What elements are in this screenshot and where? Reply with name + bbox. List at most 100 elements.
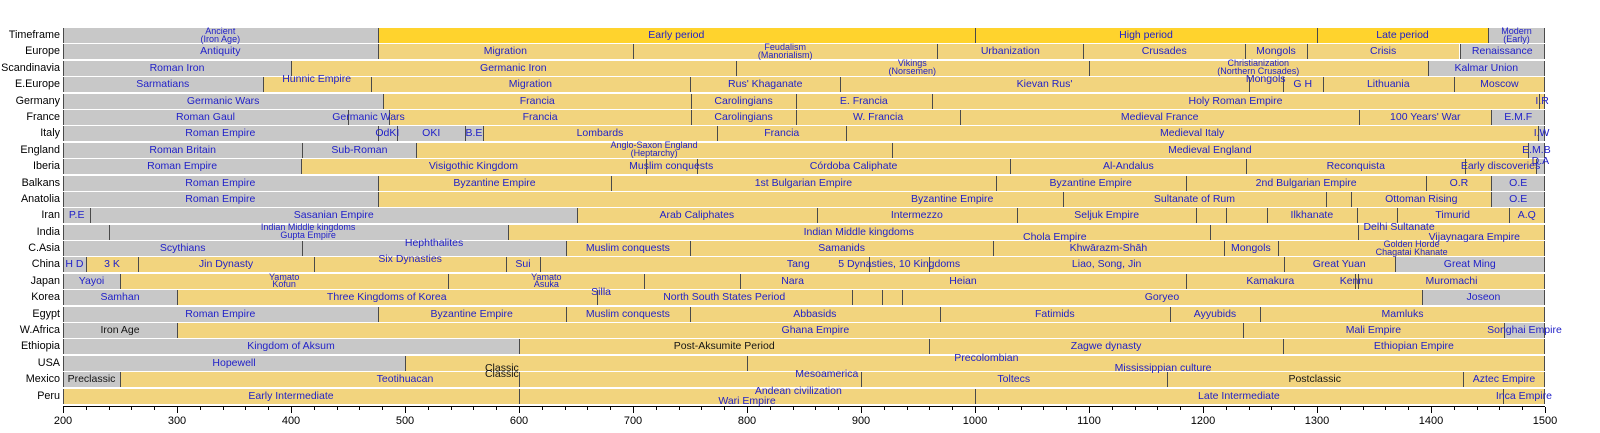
era-segment[interactable]: [1427, 60, 1545, 76]
era-segment[interactable]: [63, 175, 378, 191]
era-segment[interactable]: [63, 28, 378, 43]
era-segment[interactable]: [1282, 339, 1545, 355]
era-segment[interactable]: [85, 257, 139, 273]
era-label[interactable]: Roman Gaul: [176, 110, 235, 123]
era-label[interactable]: OKI: [422, 127, 441, 140]
era-label[interactable]: Toltecs: [997, 373, 1031, 386]
era-segment[interactable]: [1317, 28, 1488, 43]
era-segment[interactable]: [377, 191, 1063, 207]
era-label[interactable]: Zagwe dynasty: [1070, 340, 1142, 353]
era-label[interactable]: Ancient (Iron Age): [200, 26, 241, 44]
era-label[interactable]: Hopewell: [212, 356, 256, 369]
era-segment[interactable]: [995, 175, 1186, 191]
era-segment[interactable]: [1246, 159, 1466, 175]
era-segment[interactable]: [448, 273, 645, 289]
era-segment[interactable]: [1283, 257, 1395, 273]
era-segment[interactable]: [1260, 306, 1545, 322]
era-label[interactable]: Byzantine Empire: [430, 307, 513, 320]
era-label[interactable]: Goryeo: [1144, 291, 1180, 304]
era-segment[interactable]: [846, 126, 1539, 142]
era-segment[interactable]: [840, 77, 1249, 93]
era-label[interactable]: Roman Empire: [185, 307, 256, 320]
era-label[interactable]: Muslim conquests: [629, 160, 714, 173]
era-label[interactable]: Songhai Empire: [1487, 324, 1562, 337]
era-segment[interactable]: [1394, 257, 1545, 273]
era-segment[interactable]: [1527, 142, 1545, 158]
era-segment[interactable]: [931, 93, 1540, 109]
era-segment[interactable]: [177, 290, 597, 306]
era-label[interactable]: Great Ming: [1443, 258, 1496, 271]
era-segment[interactable]: [108, 224, 508, 240]
era-segment[interactable]: [691, 109, 796, 125]
era-segment[interactable]: [465, 126, 483, 142]
era-label[interactable]: Moscow: [1480, 78, 1519, 91]
era-segment[interactable]: [975, 28, 1317, 43]
era-segment[interactable]: [993, 241, 1224, 257]
era-segment[interactable]: [1196, 208, 1226, 224]
era-label[interactable]: Migration: [508, 78, 552, 91]
era-label[interactable]: Christianization (Northern Crusades): [1217, 58, 1299, 76]
era-label[interactable]: 5 Dynasties, 10 Kingdoms: [838, 258, 961, 271]
era-label-line1[interactable]: Christianization: [1227, 58, 1290, 69]
era-label[interactable]: Six Dynasties: [378, 253, 442, 266]
era-label[interactable]: Hunnic Empire: [282, 73, 352, 86]
era-segment[interactable]: [120, 372, 519, 388]
era-label[interactable]: Byzantine Empire: [911, 192, 994, 205]
era-label[interactable]: Ghana Empire: [781, 324, 850, 337]
era-segment[interactable]: [482, 126, 718, 142]
era-label[interactable]: Late period: [1376, 29, 1429, 41]
era-label[interactable]: Francia: [522, 110, 558, 123]
era-label[interactable]: Medieval England: [1168, 143, 1252, 156]
era-label-line1[interactable]: Feudalism: [764, 42, 806, 53]
era-segment[interactable]: [633, 44, 938, 60]
era-label[interactable]: Silla: [591, 286, 611, 299]
era-label-line2[interactable]: (Iron Age): [200, 33, 241, 44]
era-segment[interactable]: [63, 290, 177, 306]
era-segment[interactable]: [1358, 273, 1545, 289]
era-label[interactable]: Scythians: [159, 242, 206, 255]
era-label-line1[interactable]: Anglo-Saxon England: [610, 140, 698, 151]
era-label[interactable]: Kenmu: [1339, 274, 1373, 287]
era-segment[interactable]: [611, 175, 996, 191]
era-segment[interactable]: [690, 241, 994, 257]
era-label[interactable]: Francia: [764, 127, 800, 140]
era-segment[interactable]: [1322, 77, 1454, 93]
era-label[interactable]: Muromachi: [1425, 274, 1478, 287]
era-segment[interactable]: [63, 159, 302, 175]
era-segment[interactable]: [1535, 159, 1545, 175]
era-segment[interactable]: [1491, 109, 1545, 125]
era-segment[interactable]: [177, 323, 1243, 339]
era-segment[interactable]: [1426, 175, 1492, 191]
era-label-line2[interactable]: (Manorialism): [757, 49, 813, 60]
era-label-line2[interactable]: Kofun: [272, 279, 296, 290]
era-segment[interactable]: [1459, 44, 1545, 60]
era-label[interactable]: Kingdom of Aksum: [247, 340, 335, 353]
era-label[interactable]: Heian: [949, 274, 977, 287]
era-label[interactable]: Arab Caliphates: [659, 209, 735, 222]
era-label[interactable]: Byzantine Empire: [453, 176, 536, 189]
era-label[interactable]: Kalmar Union: [1454, 61, 1519, 74]
era-label[interactable]: E. Francia: [839, 94, 888, 107]
era-segment[interactable]: [717, 126, 847, 142]
era-segment[interactable]: [1306, 44, 1460, 60]
era-segment[interactable]: [1185, 273, 1355, 289]
era-label[interactable]: H D: [65, 258, 84, 271]
era-label[interactable]: 3 K: [104, 258, 120, 271]
era-label[interactable]: Germanic Iron: [480, 61, 547, 74]
era-segment[interactable]: [377, 175, 612, 191]
era-segment[interactable]: [596, 290, 852, 306]
era-label[interactable]: Seljuk Empire: [1074, 209, 1140, 222]
era-segment[interactable]: [691, 93, 796, 109]
era-label[interactable]: Medieval France: [1120, 110, 1199, 123]
era-segment[interactable]: [377, 126, 397, 142]
era-label[interactable]: I.W: [1533, 127, 1550, 140]
era-segment[interactable]: [519, 339, 930, 355]
era-segment[interactable]: [929, 257, 1284, 273]
era-label[interactable]: Lombards: [576, 127, 624, 140]
era-label[interactable]: Yamato Asuka: [531, 272, 561, 289]
era-segment[interactable]: [539, 257, 869, 273]
era-segment[interactable]: [1508, 208, 1545, 224]
era-label[interactable]: Mongols: [1256, 45, 1296, 58]
era-label[interactable]: Migration: [483, 45, 527, 58]
era-label[interactable]: Aztec Empire: [1472, 373, 1536, 386]
